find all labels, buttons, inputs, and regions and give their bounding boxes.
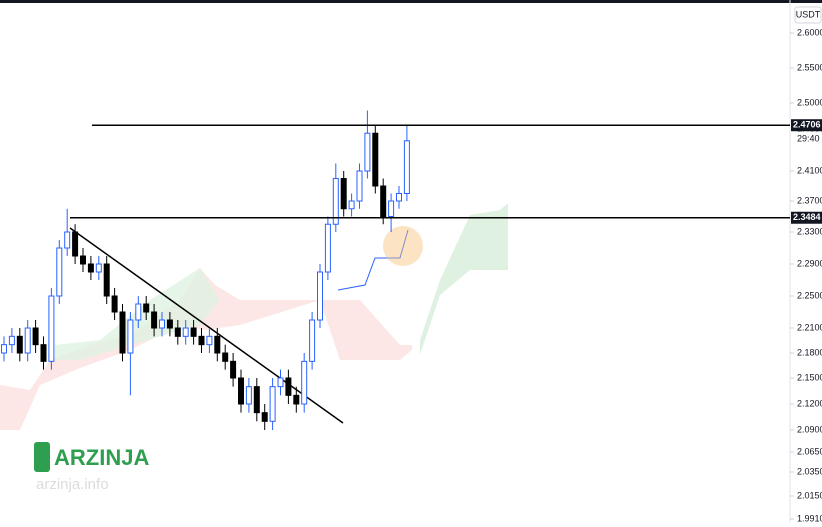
body xyxy=(301,360,308,405)
body xyxy=(277,377,284,388)
level-label: 2.3484 xyxy=(793,212,821,222)
brand: ARZINJA xyxy=(54,445,149,470)
body xyxy=(166,319,173,329)
y-tick-label: 2.0900 xyxy=(797,424,822,434)
body xyxy=(348,200,355,210)
body xyxy=(324,223,331,273)
y-tick-label: 2.6000 xyxy=(797,27,822,37)
highlight-circle xyxy=(383,226,423,266)
body xyxy=(261,412,268,422)
body xyxy=(285,377,292,396)
body xyxy=(159,319,165,329)
y-tick-label: 2.1800 xyxy=(797,347,822,357)
body xyxy=(24,327,31,354)
body xyxy=(238,377,244,405)
kijun-line xyxy=(337,229,409,291)
body xyxy=(293,394,300,405)
trend-line xyxy=(69,227,344,424)
y-tick-label: 2.0150 xyxy=(797,490,822,500)
y-tick-label: 2.1200 xyxy=(797,398,822,408)
body xyxy=(72,231,79,257)
body xyxy=(1,344,7,354)
body xyxy=(48,295,55,362)
level-label: 2.4706 xyxy=(793,120,821,130)
body xyxy=(151,311,158,329)
body xyxy=(182,327,189,337)
body xyxy=(245,386,252,405)
level-box xyxy=(791,211,822,224)
y-tick-label: 2.3700 xyxy=(797,195,822,205)
body xyxy=(111,295,118,313)
logo: ARZINJA arzinja.info xyxy=(34,442,149,493)
y-tick-label: 1.9910 xyxy=(797,513,822,522)
body xyxy=(127,319,134,354)
body xyxy=(32,327,39,346)
body xyxy=(8,335,15,346)
y-tick-label: 2.1500 xyxy=(797,372,822,382)
body xyxy=(40,344,47,362)
body xyxy=(95,263,102,273)
timer: 29:40 xyxy=(797,133,820,143)
watermark: arzinja.info xyxy=(36,476,109,493)
body xyxy=(16,335,23,354)
cloud-green-future xyxy=(420,203,508,355)
y-tick-label: 2.0650 xyxy=(797,446,822,456)
y-tick-label: 2.2500 xyxy=(797,290,822,300)
body xyxy=(253,386,260,414)
body xyxy=(198,335,205,346)
body xyxy=(143,303,150,313)
body xyxy=(230,360,237,379)
level-box xyxy=(791,119,822,132)
body xyxy=(64,231,71,249)
body xyxy=(269,386,276,422)
y-tick-label: 2.5500 xyxy=(797,62,822,72)
y-tick-label: 2.4100 xyxy=(797,165,822,175)
body xyxy=(380,185,387,217)
currency-box xyxy=(794,6,822,24)
body xyxy=(119,311,126,354)
body xyxy=(364,132,371,172)
body xyxy=(56,247,63,297)
body xyxy=(80,255,86,265)
y-tick-label: 2.2100 xyxy=(797,322,822,332)
body xyxy=(222,352,229,362)
body xyxy=(396,193,402,202)
body xyxy=(103,263,110,297)
y-tick-label: 2.5000 xyxy=(797,97,822,107)
body xyxy=(332,178,339,225)
logo-icon xyxy=(34,442,50,472)
body xyxy=(206,335,213,346)
plot xyxy=(1,110,410,430)
body xyxy=(403,140,410,194)
body xyxy=(135,303,142,321)
body xyxy=(214,335,221,354)
body xyxy=(340,178,347,210)
y-tick-label: 2.3300 xyxy=(797,226,822,236)
currency: USDT xyxy=(796,9,821,19)
body xyxy=(190,327,197,337)
body xyxy=(87,263,94,273)
top-bar xyxy=(0,0,822,3)
body xyxy=(174,327,181,337)
body xyxy=(317,271,323,321)
y-tick-label: 2.0350 xyxy=(797,466,822,476)
body xyxy=(356,170,363,202)
body xyxy=(309,319,316,362)
body xyxy=(372,132,379,187)
body xyxy=(388,200,395,217)
y-tick-label: 2.2900 xyxy=(797,258,822,268)
